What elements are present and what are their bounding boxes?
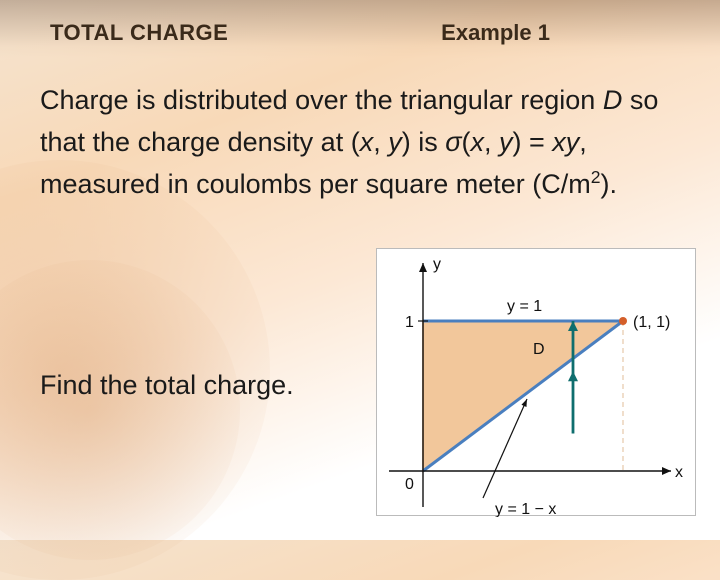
text: ) = <box>513 127 553 157</box>
svg-text:0: 0 <box>405 476 414 493</box>
svg-text:y = 1 − x: y = 1 − x <box>495 501 556 517</box>
svg-text:y = 1: y = 1 <box>507 298 542 315</box>
region-D: D <box>603 85 623 115</box>
bg-ornament <box>0 260 240 560</box>
text: , <box>484 127 499 157</box>
triangle-figure: y x 0 1 y = 1 (1, 1) Dy = 1 − x <box>376 248 696 516</box>
var-x: x <box>360 127 374 157</box>
text: , <box>373 127 388 157</box>
var-x: x <box>471 127 485 157</box>
sigma: σ <box>445 127 461 157</box>
svg-text:x: x <box>675 464 683 481</box>
svg-text:y: y <box>433 256 441 273</box>
var-y: y <box>499 127 513 157</box>
figure-svg: y x 0 1 y = 1 (1, 1) Dy = 1 − x <box>377 249 697 517</box>
var-y: y <box>388 127 402 157</box>
svg-text:D: D <box>533 341 545 358</box>
example-label: Example 1 <box>441 20 550 46</box>
text: ( <box>462 127 471 157</box>
text: ). <box>600 169 617 199</box>
text: Charge is distributed over the triangula… <box>40 85 603 115</box>
svg-text:(1, 1): (1, 1) <box>633 314 670 331</box>
header: TOTAL CHARGE Example 1 <box>50 20 670 46</box>
question: Find the total charge. <box>40 370 294 401</box>
var-xy: xy <box>552 127 579 157</box>
section-title: TOTAL CHARGE <box>50 20 228 46</box>
text: ) is <box>402 127 446 157</box>
svg-text:1: 1 <box>405 314 414 331</box>
problem-statement: Charge is distributed over the triangula… <box>40 80 680 206</box>
